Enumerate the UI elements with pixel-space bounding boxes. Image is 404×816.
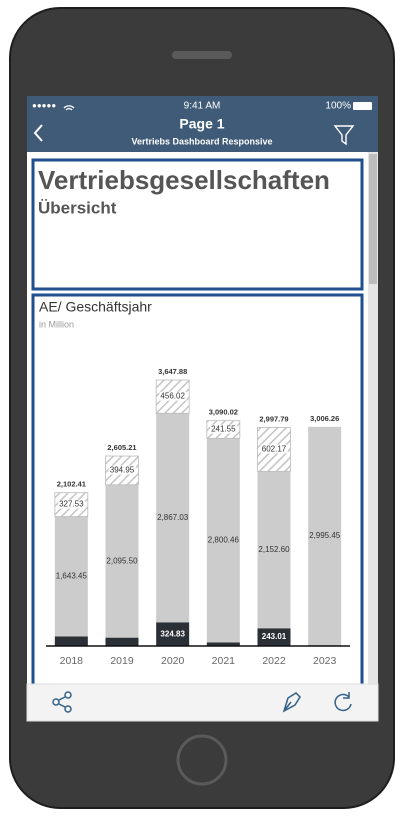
bar-segment — [206, 438, 240, 643]
data-label: 2,867.03 — [157, 513, 189, 522]
battery-text: 100% — [325, 101, 351, 112]
plot: 1,643.45 327.53 2,102.41 2018 2,095.50 394.95… — [46, 367, 350, 667]
data-label: 241.55 — [211, 425, 236, 434]
data-label: 2,095.50 — [106, 556, 138, 565]
bar-segment — [54, 516, 88, 637]
total-label: 3,006.26 — [310, 414, 339, 423]
data-label: 2,995.45 — [309, 531, 341, 540]
tile-subtitle: Übersicht — [38, 198, 117, 217]
bar-segment — [308, 426, 342, 646]
back-button[interactable] — [33, 124, 43, 142]
refresh-button[interactable] — [334, 692, 352, 712]
share-button[interactable] — [52, 691, 72, 713]
nav-subtitle: Vertriebs Dashboard Responsive — [131, 136, 272, 146]
x-tick-label: 2018 — [60, 655, 84, 667]
data-label: 2,800.46 — [208, 536, 240, 545]
data-label: 456.02 — [160, 392, 185, 401]
bar-segment — [257, 471, 291, 629]
data-label: 394.95 — [110, 466, 135, 475]
scroll-thumb[interactable] — [369, 154, 377, 284]
data-label: 324.83 — [160, 629, 185, 638]
bar-segment — [257, 628, 291, 646]
label-background — [58, 499, 86, 509]
chart-subtitle: in Million — [39, 319, 74, 329]
bar-segment — [156, 413, 190, 623]
label-background — [108, 465, 136, 475]
scrollbar — [368, 152, 378, 684]
total-label: 3,090.02 — [209, 408, 238, 417]
speaker — [172, 51, 232, 59]
home-button[interactable] — [176, 734, 228, 786]
signal: ●●●●● — [32, 101, 56, 110]
data-label: 1,643.45 — [56, 572, 88, 581]
x-tick-label: 2022 — [262, 655, 286, 667]
time: 9:41 AM — [184, 101, 221, 112]
data-label: 327.53 — [59, 500, 84, 509]
bar-segment — [105, 637, 139, 646]
wifi-icon — [63, 105, 75, 111]
bar-segment — [54, 636, 88, 646]
nav-title: Page 1 — [179, 116, 224, 132]
total-label: 3,647.88 — [158, 367, 187, 376]
total-label: 2,605.21 — [107, 443, 136, 452]
x-tick-label: 2020 — [161, 655, 185, 667]
data-label: 2,152.60 — [258, 545, 290, 554]
chart-title: AE/ Geschäftsjahr — [39, 299, 152, 315]
edit-button[interactable] — [282, 692, 301, 713]
data-label: 602.17 — [262, 444, 287, 453]
tile-title: Vertriebsgesellschaften — [38, 165, 330, 195]
label-background — [210, 424, 238, 434]
label-background — [159, 391, 187, 401]
bar-segment — [206, 642, 240, 646]
bar-segment — [156, 622, 190, 646]
header-bar — [27, 96, 378, 152]
total-label: 2,997.79 — [259, 414, 288, 423]
data-label: 243.01 — [262, 632, 287, 641]
x-tick-label: 2021 — [212, 655, 236, 667]
total-label: 2,102.41 — [57, 480, 86, 489]
x-tick-label: 2023 — [313, 655, 337, 667]
header-tile — [31, 158, 364, 291]
bar-segment — [105, 484, 139, 638]
label-background — [260, 444, 288, 454]
battery-icon — [353, 102, 372, 110]
x-tick-label: 2019 — [110, 655, 134, 667]
filter-button[interactable] — [333, 125, 355, 146]
toolbar — [26, 683, 379, 722]
